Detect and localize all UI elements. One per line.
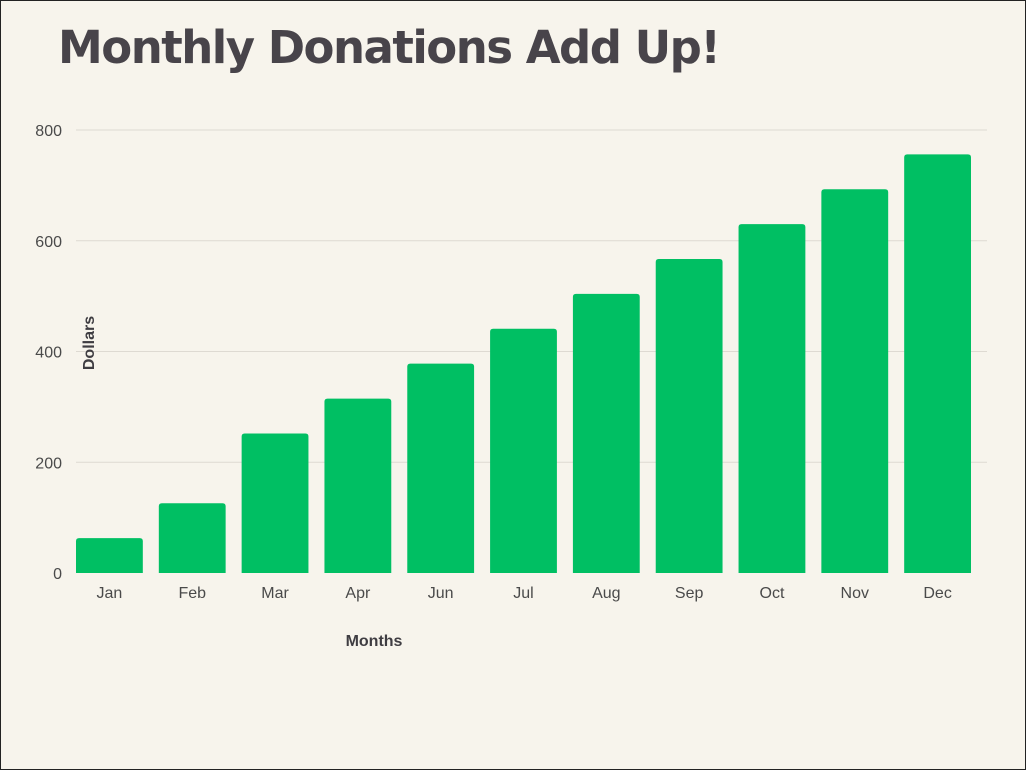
- x-tick-label: Jan: [97, 585, 123, 602]
- x-tick-label: Mar: [261, 585, 289, 602]
- x-tick-label: Jun: [428, 585, 454, 602]
- x-tick-label: Dec: [923, 585, 951, 602]
- bar-jan: [76, 538, 143, 573]
- x-tick-label: Aug: [592, 585, 620, 602]
- x-tick-label: Jul: [513, 585, 533, 602]
- bar-jul: [490, 328, 557, 573]
- bar-apr: [324, 398, 392, 573]
- y-tick-label: 600: [35, 234, 62, 251]
- y-tick-label: 400: [35, 345, 62, 362]
- x-tick-label: Feb: [178, 585, 206, 602]
- x-tick-label: Apr: [345, 585, 371, 602]
- x-tick-label: Sep: [675, 585, 704, 602]
- bar-mar: [241, 433, 309, 573]
- bar-aug: [572, 293, 640, 573]
- x-axis-ticks: Jan Feb Mar Apr Jun Jul Aug Sep Oct Nov Dec: [97, 585, 952, 602]
- x-tick-label: Nov: [841, 585, 869, 602]
- bar-feb: [158, 503, 226, 573]
- bar-jun: [407, 363, 475, 573]
- bars: [76, 154, 971, 574]
- y-tick-label: 800: [35, 123, 62, 140]
- y-tick-label: 0: [53, 566, 62, 583]
- y-axis-label: Dollars: [81, 316, 98, 370]
- bar-nov: [821, 189, 889, 573]
- y-tick-label: 200: [35, 455, 62, 472]
- chart-title: Monthly Donations Add Up!: [58, 21, 721, 74]
- y-axis-ticks: 0 200 400 600 800: [35, 123, 62, 583]
- bar-oct: [738, 224, 806, 573]
- bar-dec: [904, 154, 971, 574]
- x-tick-label: Oct: [760, 585, 785, 602]
- x-axis-label: Months: [346, 633, 403, 650]
- bar-sep: [655, 259, 723, 573]
